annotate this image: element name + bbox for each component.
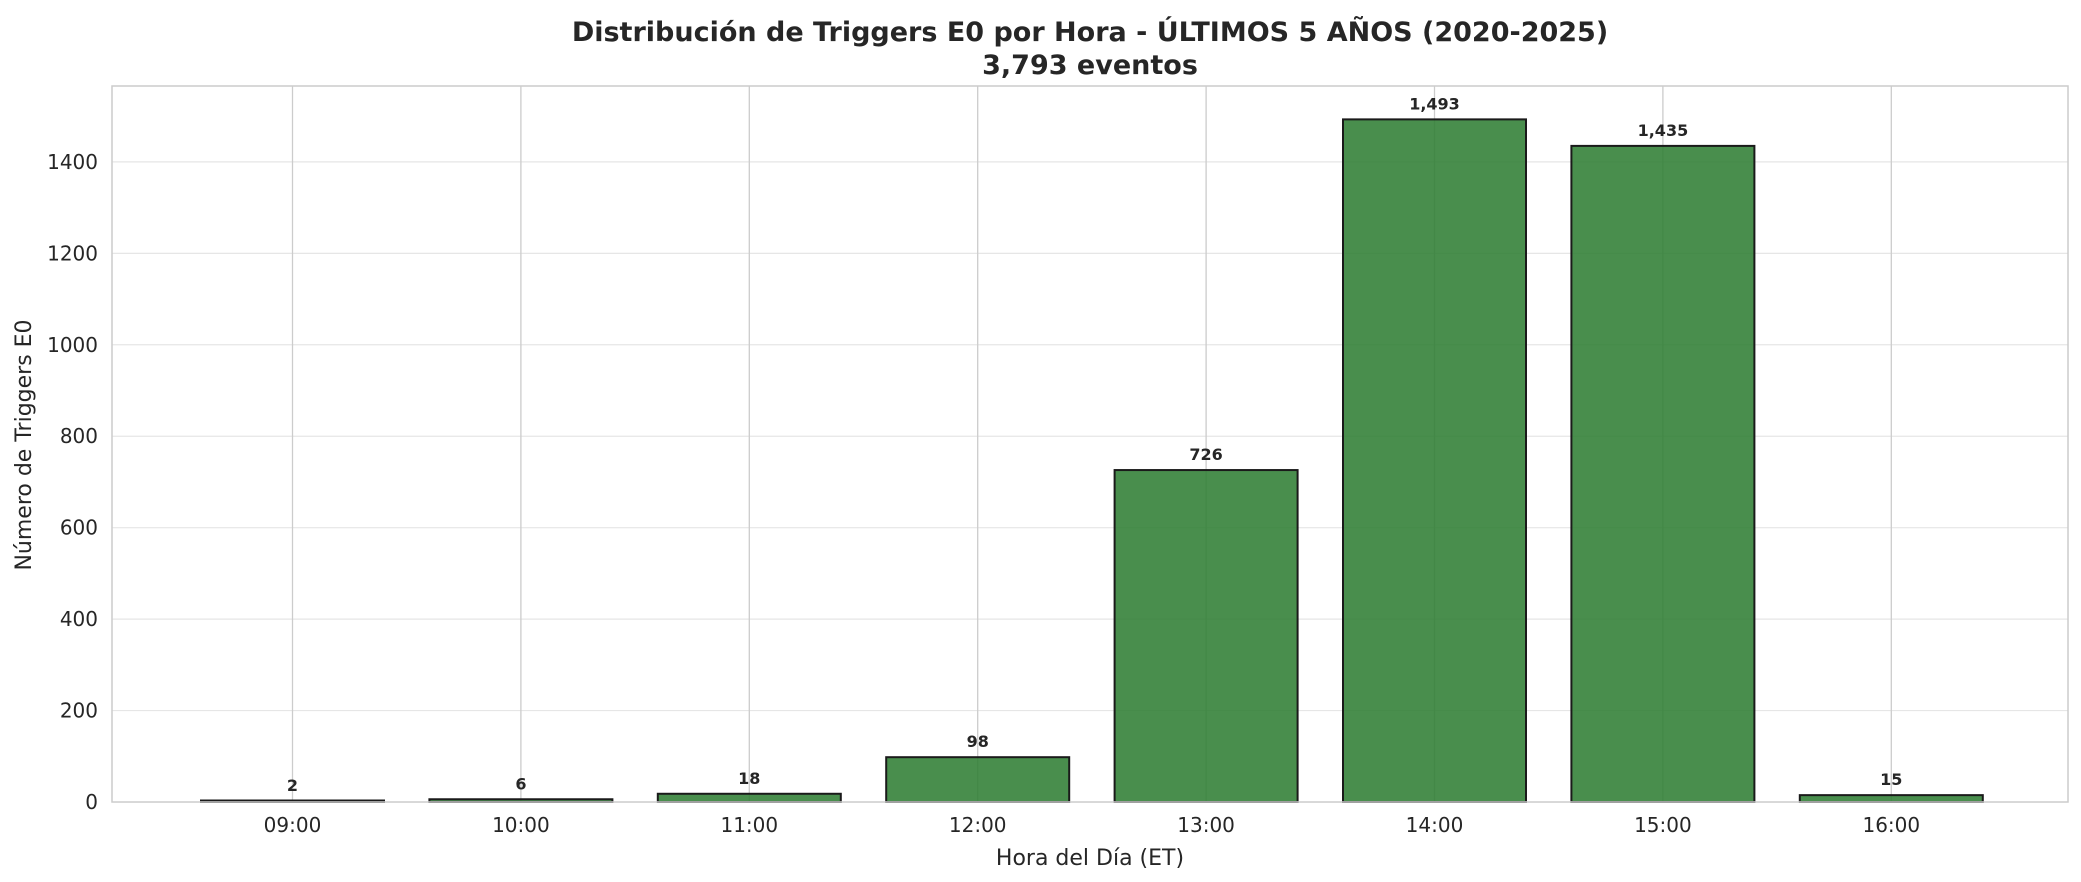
y-tick-label: 200 [60, 699, 98, 723]
y-tick-label: 800 [60, 424, 98, 448]
bar-value-label: 726 [1189, 445, 1222, 464]
bar-value-label: 18 [738, 769, 760, 788]
y-tick-label: 600 [60, 516, 98, 540]
bar-value-label: 15 [1880, 770, 1902, 789]
x-tick-label: 14:00 [1406, 813, 1464, 837]
bar-value-label: 1,435 [1638, 121, 1689, 140]
bar-value-label: 2 [287, 776, 298, 795]
x-tick-label: 11:00 [720, 813, 778, 837]
bar-value-label: 98 [967, 732, 989, 751]
y-axis-label: Número de Triggers E0 [12, 319, 37, 570]
x-tick-label: 15:00 [1634, 813, 1692, 837]
x-tick-label: 13:00 [1177, 813, 1235, 837]
chart-title: Distribución de Triggers E0 por Hora - Ú… [572, 16, 1608, 48]
y-tick-label: 1400 [47, 150, 98, 174]
x-tick-label: 12:00 [949, 813, 1007, 837]
bar [1342, 118, 1527, 803]
y-tick-label: 1200 [47, 241, 98, 265]
bar-value-label: 1,493 [1409, 94, 1460, 113]
y-tick-label: 0 [85, 790, 98, 814]
bar [885, 756, 1071, 804]
bar-value-label: 6 [515, 774, 526, 793]
bar [656, 792, 842, 804]
y-tick-label: 400 [60, 607, 98, 631]
plot-frame [111, 85, 2069, 803]
x-tick-label: 09:00 [264, 813, 322, 837]
chart-subtitle: 3,793 eventos [982, 50, 1198, 81]
x-tick-label: 16:00 [1862, 813, 1920, 837]
y-tick-label: 1000 [47, 333, 98, 357]
x-axis-label: Hora del Día (ET) [996, 846, 1184, 871]
bar [1113, 469, 1299, 803]
x-tick-label: 10:00 [492, 813, 550, 837]
bar [1798, 794, 1984, 804]
plot-area: 0 200 400 600 800 1000 1200 1400 2 09:00 6 10:00 18 1… [47, 85, 2069, 837]
bar [1570, 144, 1756, 804]
